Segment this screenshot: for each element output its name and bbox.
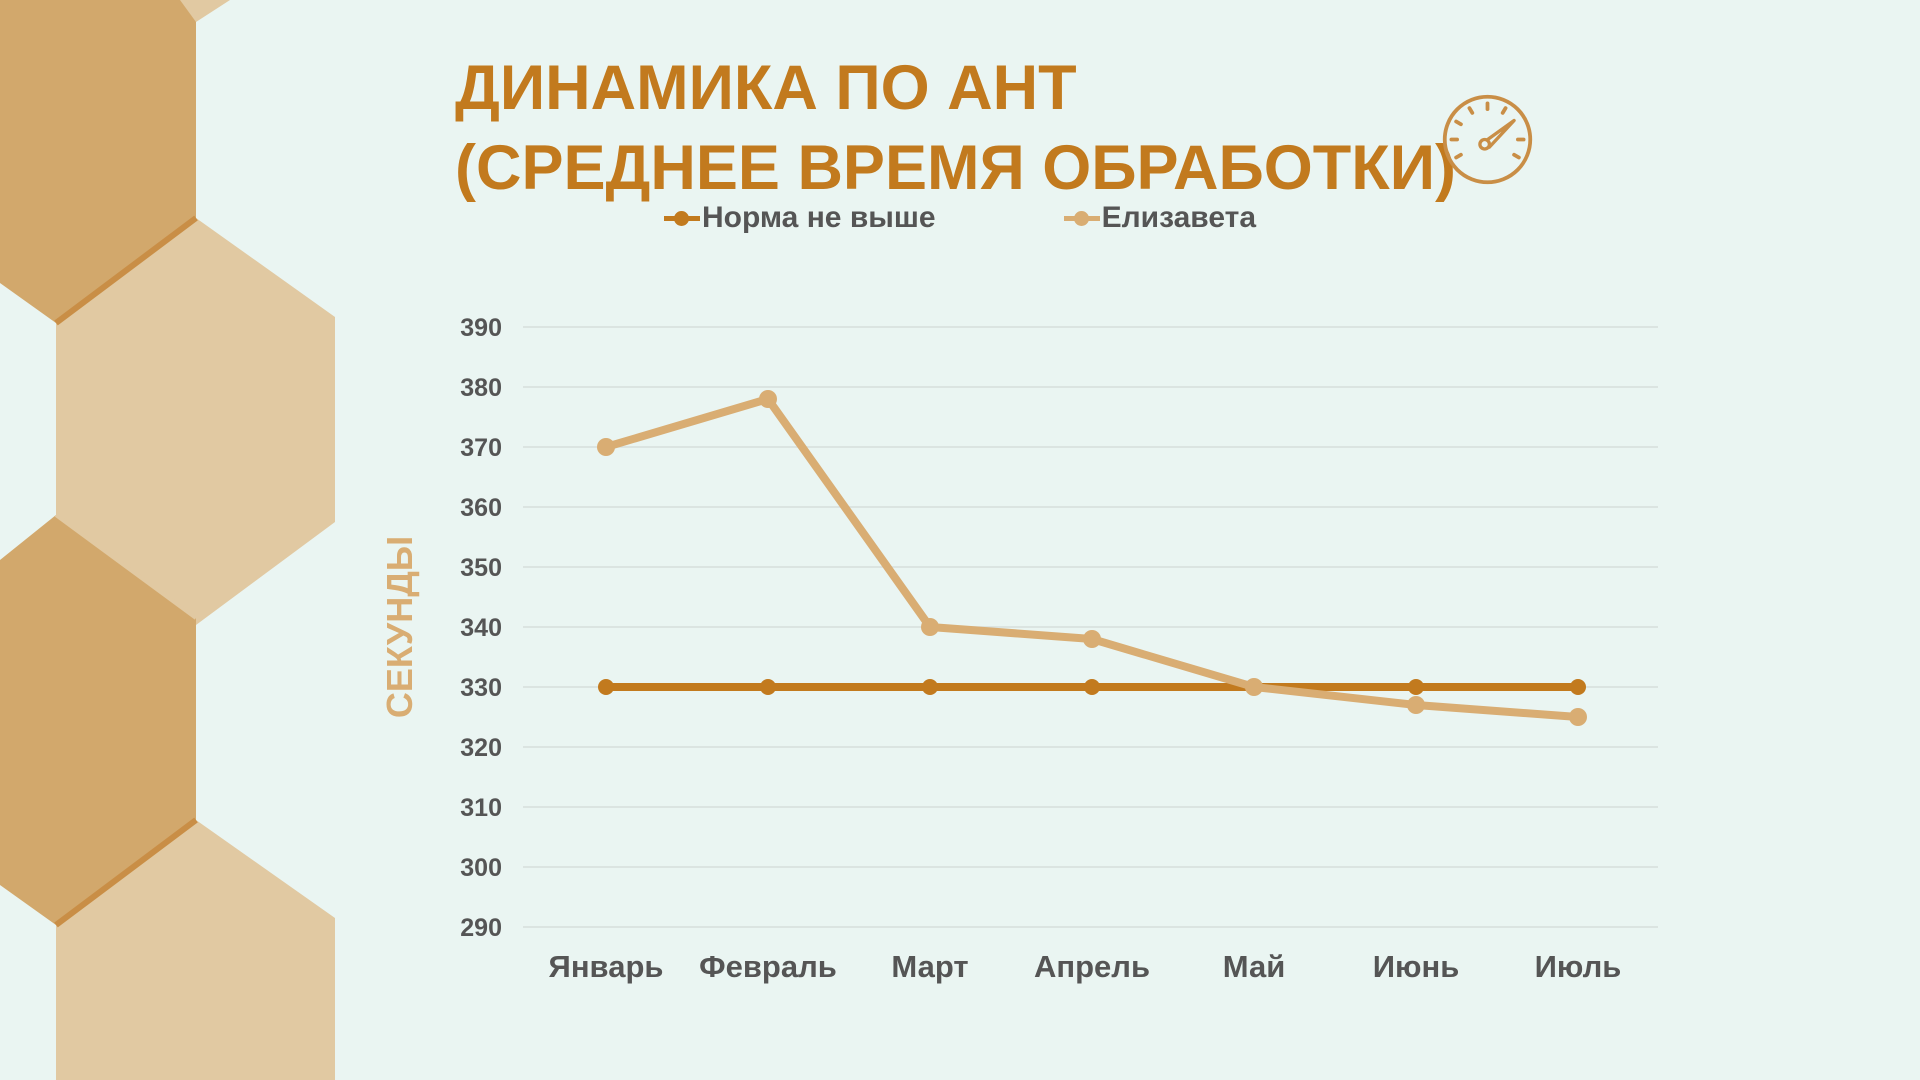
- data-point-norm: [1408, 679, 1424, 695]
- y-tick-label: 380: [460, 374, 502, 402]
- legend-swatch-eliz: [1063, 211, 1100, 226]
- y-axis-label: СЕКУНДЫ: [379, 536, 420, 718]
- data-point-eliz: [759, 390, 777, 408]
- y-tick-label: 310: [460, 794, 502, 822]
- data-point-norm: [760, 679, 776, 695]
- x-tick-label: Январь: [549, 949, 664, 984]
- data-point-eliz: [597, 438, 615, 456]
- data-point-eliz: [1245, 678, 1263, 696]
- legend-label-eliz: Елизавета: [1101, 201, 1257, 234]
- speedometer-icon: [1442, 94, 1533, 185]
- data-point-eliz: [1083, 630, 1101, 648]
- legend-item-eliz: Елизавета: [1063, 201, 1257, 235]
- y-tick-label: 350: [460, 554, 502, 582]
- data-point-norm: [598, 679, 614, 695]
- legend-label-norm: Норма не выше: [701, 201, 936, 234]
- x-tick-label: Июль: [1535, 949, 1622, 984]
- y-tick-label: 370: [460, 434, 502, 462]
- y-tick-label: 360: [460, 494, 502, 522]
- x-tick-label: Июнь: [1373, 949, 1460, 984]
- title-line-1: ДИНАМИКА ПО АНТ: [455, 53, 1077, 123]
- x-tick-label: Май: [1223, 949, 1286, 984]
- x-tick-label: Апрель: [1034, 949, 1150, 984]
- page-title: ДИНАМИКА ПО АНТ (СРЕДНЕЕ ВРЕМЯ ОБРАБОТКИ…: [455, 48, 1456, 208]
- data-point-norm: [1084, 679, 1100, 695]
- x-tick-label: Март: [891, 949, 968, 984]
- y-tick-label: 320: [460, 734, 502, 762]
- chart-legend: Норма не выше Елизавета: [0, 201, 1920, 235]
- hexagon-decoration: [0, 0, 335, 1080]
- y-tick-label: 340: [460, 614, 502, 642]
- x-tick-label: Февраль: [699, 949, 837, 984]
- title-line-2: (СРЕДНЕЕ ВРЕМЯ ОБРАБОТКИ): [455, 133, 1456, 203]
- y-tick-label: 330: [460, 674, 502, 702]
- data-point-eliz: [921, 618, 939, 636]
- y-tick-label: 300: [460, 854, 502, 882]
- y-tick-label: 290: [460, 914, 502, 942]
- legend-item-norm: Норма не выше: [663, 201, 936, 235]
- y-tick-label: 390: [460, 314, 502, 342]
- data-point-eliz: [1569, 708, 1587, 726]
- data-point-norm: [1570, 679, 1586, 695]
- data-point-eliz: [1407, 696, 1425, 714]
- legend-swatch-norm: [663, 211, 700, 226]
- data-point-norm: [922, 679, 938, 695]
